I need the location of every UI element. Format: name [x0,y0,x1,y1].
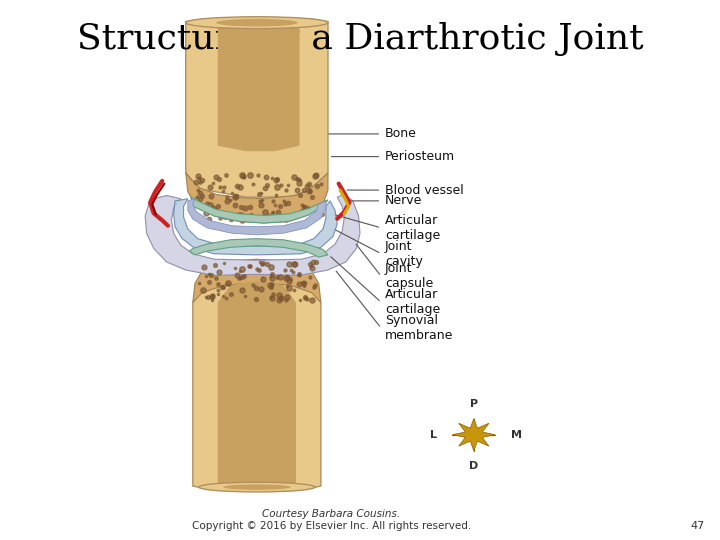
Ellipse shape [199,482,315,492]
Text: Nerve: Nerve [385,194,422,207]
Polygon shape [189,239,328,257]
Text: P: P [469,399,478,409]
Text: Courtesy Barbara Cousins.: Courtesy Barbara Cousins. [263,509,400,519]
Polygon shape [217,22,300,151]
Ellipse shape [223,484,291,490]
Ellipse shape [186,17,328,29]
Text: D: D [469,461,479,471]
Ellipse shape [216,19,298,26]
Text: Joint
capsule: Joint capsule [385,262,433,291]
Polygon shape [193,269,321,489]
Text: 47: 47 [690,521,705,531]
Polygon shape [452,418,495,451]
Polygon shape [188,199,326,235]
Polygon shape [186,173,328,223]
Text: L: L [430,430,437,440]
Text: Articular
cartilage: Articular cartilage [385,214,440,242]
Polygon shape [191,197,328,223]
Polygon shape [217,281,296,489]
Text: Joint
cavity: Joint cavity [385,240,423,268]
Polygon shape [186,19,328,197]
Text: Periosteum: Periosteum [385,150,455,163]
Polygon shape [145,194,360,275]
Polygon shape [193,259,321,302]
Polygon shape [174,199,337,255]
Text: Blood vessel: Blood vessel [385,184,464,197]
Text: Copyright © 2016 by Elsevier Inc. All rights reserved.: Copyright © 2016 by Elsevier Inc. All ri… [192,521,471,531]
Text: Bone: Bone [385,127,417,140]
Text: Articular
cartilage: Articular cartilage [385,288,440,316]
Text: M: M [510,430,522,440]
Text: Structure of a Diarthrotic Joint: Structure of a Diarthrotic Joint [77,22,643,56]
Text: Synovial
membrane: Synovial membrane [385,314,454,342]
